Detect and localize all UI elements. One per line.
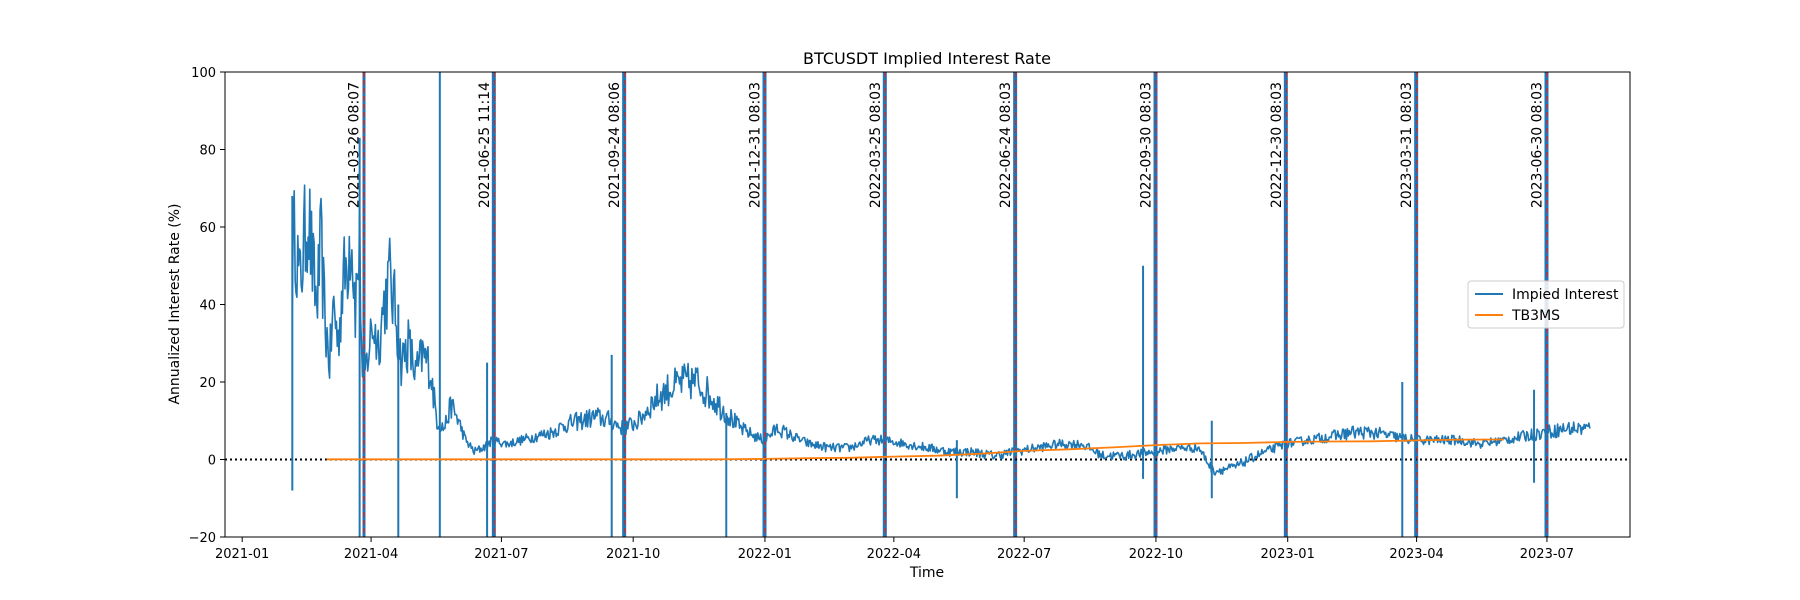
x-tick-label: 2021-04 [344,547,398,562]
expiry-label: 2023-03-31 08:03 [1399,82,1415,208]
expiry-label: 2022-09-30 08:03 [1139,82,1155,208]
y-tick-label: −20 [189,531,216,546]
expiry-label: 2022-06-24 08:03 [998,82,1014,208]
series-line-implied-interest [291,184,1591,476]
x-axis-label: Time [909,565,944,581]
expiry-label: 2022-03-25 08:03 [868,82,884,208]
x-tick-label: 2021-01 [215,547,269,562]
y-axis: −20 0 20 40 60 80 100 [189,66,225,546]
legend-box [1467,280,1625,329]
legend-label-implied-interest: Impied Interest [1512,287,1619,303]
expiry-label: 2021-09-24 08:06 [607,82,623,208]
expiry-label: 2023-06-30 08:03 [1530,82,1546,208]
y-tick-label: 40 [199,299,216,314]
series-line-tb3ms [326,438,1505,461]
x-tick-label: 2022-07 [997,547,1051,562]
x-tick-label: 2021-07 [474,547,528,562]
x-tick-label: 2022-04 [867,547,921,562]
x-tick-label: 2022-01 [738,547,792,562]
x-tick-label: 2022-10 [1129,547,1183,562]
expiry-label: 2021-06-25 11:14 [477,82,493,208]
plot-area: 2021-03-26 08:07 2021-06-25 11:14 2021-09-… [225,72,1630,537]
x-tick-label: 2023-04 [1389,547,1443,562]
legend: Impied Interest TB3MS [1467,280,1625,329]
y-tick-label: 60 [199,221,216,236]
y-axis-label: Annualized Interest Rate (%) [167,203,183,404]
x-tick-label: 2023-07 [1520,547,1574,562]
expiry-label: 2021-12-31 08:03 [748,82,764,208]
y-tick-label: 20 [199,376,216,391]
expiry-label: 2021-03-26 08:07 [347,82,363,208]
chart-title: BTCUSDT Implied Interest Rate [803,49,1051,68]
x-tick-label: 2023-01 [1261,547,1315,562]
x-axis: 2021-01 2021-04 2021-07 2021-10 2022-01 2022-… [215,537,1574,562]
x-tick-label: 2021-10 [606,547,660,562]
expiry-label: 2022-12-30 08:03 [1269,82,1285,208]
legend-label-tb3ms: TB3MS [1511,308,1560,324]
y-tick-label: 100 [191,66,216,81]
y-tick-label: 80 [199,144,216,159]
y-tick-label: 0 [208,454,216,469]
